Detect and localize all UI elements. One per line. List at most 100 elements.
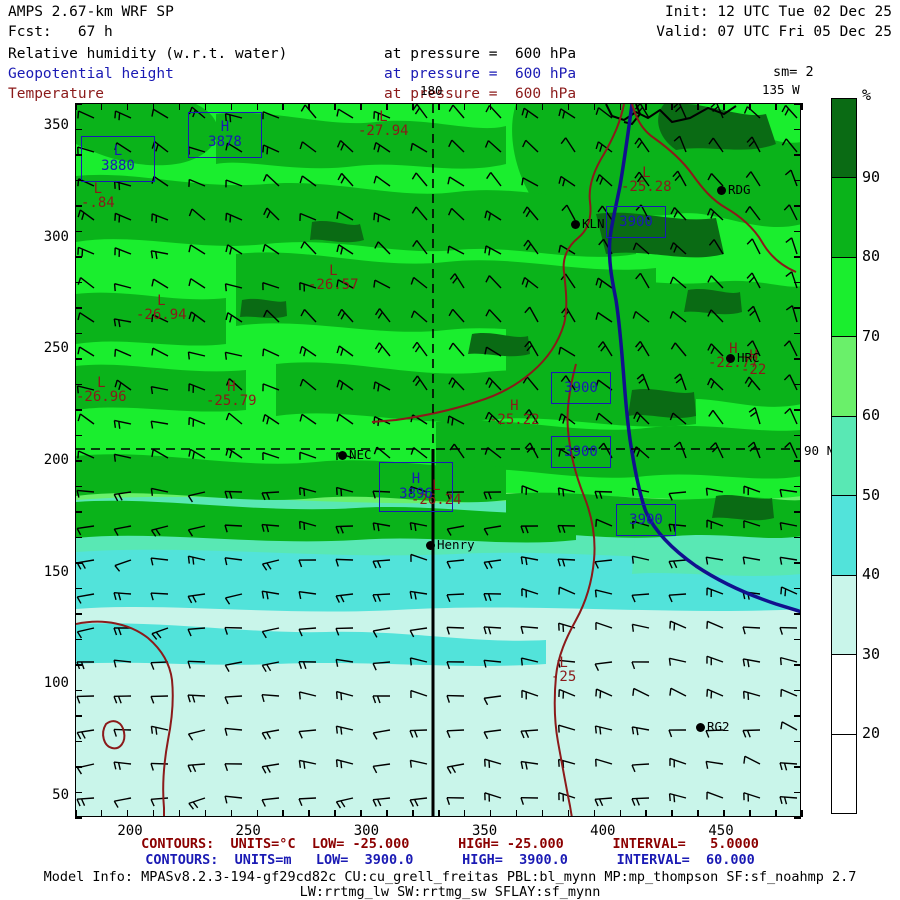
temperature-extremum-type: L (642, 165, 651, 181)
tick-mark (75, 383, 82, 385)
tick-mark (75, 536, 82, 538)
temperature-extremum-type: L (157, 293, 166, 309)
temperature-extremum-value: -25.28 (621, 179, 672, 195)
tick-mark (75, 664, 82, 666)
colorbar-band-4 (832, 416, 856, 497)
station-name: HRC (737, 350, 760, 365)
station-marker-rdg[interactable]: RDG (717, 182, 751, 197)
tick-mark (152, 810, 155, 817)
header-field-temp: Temperature (8, 86, 105, 102)
station-marker-rg2[interactable]: RG2 (696, 719, 730, 734)
station-marker-hrc[interactable]: HRC (726, 350, 760, 365)
temperature-extremum: H -22.77 (708, 342, 759, 370)
header-field-rh: Relative humidity (w.r.t. water) (8, 46, 288, 62)
map-plot-area[interactable]: L -27.94 L -.84 L -26.94 L -26.57 L -26.96 H -25.79… (75, 103, 801, 817)
station-marker-kln[interactable]: KLN (571, 216, 605, 231)
height-contour-label: H 3878 (188, 112, 262, 158)
temperature-extremum: L -25 (551, 656, 576, 684)
height-contour-value: 3880 (101, 158, 135, 174)
height-extremum-type: H (220, 119, 230, 135)
tick-mark (75, 154, 82, 156)
temperature-extremum-type: H (749, 348, 758, 364)
tick-mark (282, 103, 284, 110)
tick-mark (334, 810, 336, 817)
tick-mark (697, 810, 699, 817)
temperature-extremum: L -26.24 (411, 479, 462, 507)
tick-mark (75, 791, 82, 793)
header-field-temp-pressure: at pressure = 600 hPa (384, 86, 577, 102)
station-name: Henry (437, 537, 475, 552)
tick-mark (593, 810, 596, 817)
height-extremum-type: L (113, 143, 123, 159)
tick-mark (697, 103, 699, 110)
tick-mark (794, 434, 801, 436)
grid-crosshair-layer (76, 104, 800, 816)
temperature-extremum-type: H (227, 379, 236, 395)
tick-mark (386, 810, 388, 817)
temperature-extremum: H -25.22 (489, 399, 540, 427)
tick-mark (794, 511, 801, 513)
tick-mark (282, 810, 284, 817)
tick-mark (75, 562, 82, 564)
temperature-extremum-value: -26.96 (76, 389, 127, 405)
tick-mark (75, 256, 82, 258)
temperature-extremum-type: L (93, 181, 103, 197)
tick-mark (75, 434, 82, 436)
tick-mark (75, 766, 82, 768)
colorbar-band-3 (832, 337, 856, 417)
wind-barbs-layer (76, 104, 798, 810)
station-dot-icon (717, 186, 726, 195)
tick-mark (75, 103, 82, 105)
temperature-extremum: L -.84 (81, 182, 115, 210)
temperature-extremum: L -26.96 (76, 376, 127, 404)
temperature-extremum-value: -.84 (81, 195, 115, 211)
tick-mark (75, 332, 82, 334)
colorbar[interactable] (831, 98, 857, 814)
temperature-extremum-type: L (97, 375, 106, 391)
tick-mark (75, 128, 82, 130)
y-tick-150: 150 (43, 563, 69, 580)
y-tick-250: 250 (43, 340, 69, 357)
header-model: AMPS 2.67-km WRF SP (8, 4, 174, 20)
x-tick-350: 350 (471, 823, 498, 839)
tick-mark (567, 103, 570, 110)
colorbar-band-5 (832, 496, 856, 576)
corner-longitude-label: 135 W (762, 82, 800, 97)
colorbar-band-2 (832, 257, 856, 338)
colorbar-label-60: 60 (862, 406, 881, 425)
station-marker-henry[interactable]: Henry (426, 537, 475, 552)
tick-mark (671, 103, 673, 110)
station-marker-nec[interactable]: NEC (338, 447, 372, 462)
height-extremum-type: H (411, 471, 421, 487)
colorbar-label-30: 30 (862, 644, 881, 663)
tick-mark (75, 485, 82, 487)
tick-mark (794, 103, 801, 105)
height-contour-value: 3900 (564, 443, 598, 460)
tick-mark (794, 689, 801, 691)
tick-mark (75, 103, 77, 110)
colorbar-unit-label: % (862, 86, 872, 104)
tick-mark (723, 810, 725, 817)
tick-mark (775, 810, 777, 817)
temperature-extremum-value: -26.24 (411, 492, 462, 508)
tick-mark (360, 810, 362, 817)
tick-mark (794, 562, 801, 564)
x-tick-450: 450 (708, 823, 734, 839)
tick-mark (386, 103, 388, 110)
height-contour-value: 3900 (629, 511, 663, 528)
footer-contours-temperature: CONTOURS: UNITS=°C LOW= -25.000 HIGH= -2… (141, 836, 759, 852)
temperature-extremum-type: L (379, 109, 388, 125)
tick-mark (75, 638, 82, 640)
colorbar-label-80: 80 (862, 247, 881, 266)
temperature-extremum-type: H (729, 341, 738, 357)
temperature-extremum-value: -25.79 (206, 393, 257, 409)
colorbar-label-70: 70 (862, 326, 881, 345)
temperature-contour-layer (76, 104, 797, 816)
tick-mark (334, 103, 336, 110)
colorbar-band-8 (832, 734, 856, 813)
tick-mark (75, 715, 82, 717)
station-dot-icon (726, 354, 735, 363)
y-tick-200: 200 (43, 452, 69, 468)
colorbar-band-7 (832, 655, 856, 735)
tick-mark (126, 103, 129, 110)
